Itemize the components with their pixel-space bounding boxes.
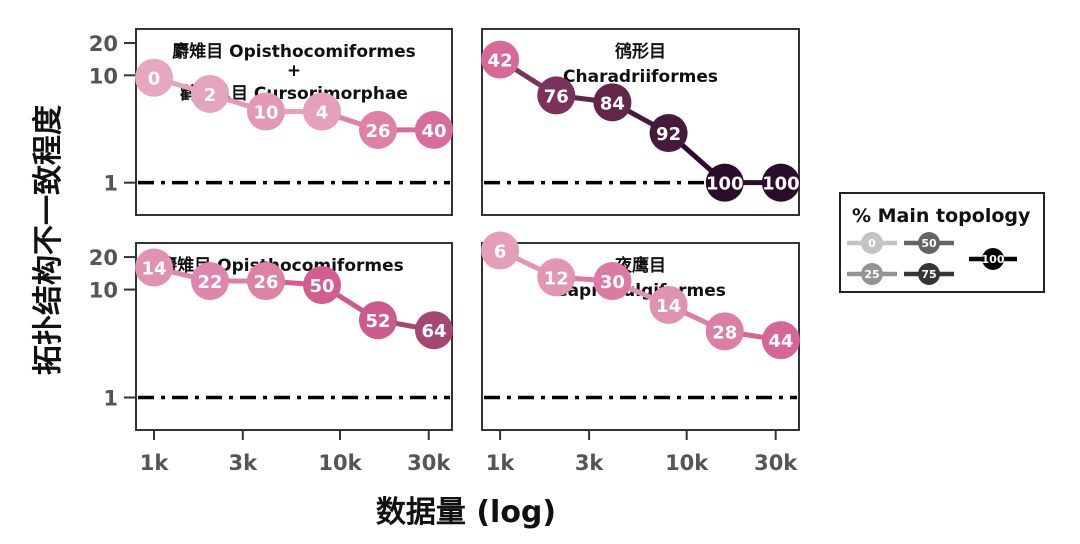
y-tick-label: 10 <box>89 279 118 303</box>
data-point <box>649 285 688 324</box>
data-label: 76 <box>544 86 569 107</box>
data-point <box>414 110 453 149</box>
data-label: 40 <box>421 121 446 142</box>
data-point <box>761 163 800 202</box>
panel-title-line: 鸻形目 <box>615 41 666 62</box>
data-label: 2 <box>204 85 217 106</box>
legend-key-dot <box>918 263 940 285</box>
x-tick-label: 30k <box>754 451 798 475</box>
data-label: 44 <box>768 331 793 352</box>
data-label: 28 <box>712 322 737 343</box>
data-point <box>414 311 453 350</box>
data-point <box>135 58 174 97</box>
data-point <box>593 262 632 301</box>
legend: % Main topology 0 25 50 75 100 <box>839 192 1045 293</box>
data-label: 26 <box>253 272 278 293</box>
data-label: 42 <box>488 51 513 72</box>
data-point <box>593 83 632 122</box>
legend-key-label: 0 <box>868 237 876 250</box>
data-point <box>761 321 800 360</box>
data-point <box>247 92 286 131</box>
x-tick-label: 3k <box>575 451 605 475</box>
panel-title-line: Charadriiformes <box>563 67 718 87</box>
data-point <box>705 163 744 202</box>
data-label: 92 <box>656 124 681 145</box>
data-label: 100 <box>762 174 800 195</box>
data-label: 50 <box>309 276 334 297</box>
legend-key-dot <box>982 248 1004 270</box>
legend-key-label: 50 <box>921 237 937 250</box>
data-label: 6 <box>494 242 507 263</box>
x-tick-label: 10k <box>665 451 709 475</box>
data-label: 4 <box>316 103 329 124</box>
data-label: 10 <box>253 103 278 124</box>
data-point <box>537 76 576 115</box>
data-label: 22 <box>197 272 222 293</box>
panels: 麝雉目 Opisthocomiformes+鹳形总目 Cursorimorpha… <box>135 28 800 431</box>
legend-key-dot <box>861 263 883 285</box>
data-point <box>358 110 397 149</box>
panel-1: 麝雉目 Opisthocomiformes+鹳形总目 Cursorimorpha… <box>135 28 453 216</box>
x-tick-label: 30k <box>407 451 451 475</box>
panel-2: 鸻形目 Charadriiformes 42 76 84 92 100 100 <box>481 28 800 216</box>
panel-title-line: 鹳形总目 Cursorimorphae <box>180 83 408 104</box>
x-axis-ticks: 1k 3k 10k 30k 1k 3k 10k 30k <box>140 431 798 475</box>
legend-key-label: 75 <box>921 268 936 281</box>
data-label: 14 <box>141 259 166 280</box>
data-point <box>358 301 397 340</box>
legend-title: % Main topology <box>852 205 1031 227</box>
data-point <box>191 262 230 301</box>
data-label: 64 <box>421 321 446 342</box>
y-axis-title: 拓扑结构不一致程度 <box>31 105 66 375</box>
data-label: 100 <box>706 174 744 195</box>
data-point <box>247 262 286 301</box>
y-tick-label: 1 <box>103 172 118 196</box>
legend-key-dot <box>918 232 940 254</box>
x-tick-label: 1k <box>140 451 170 475</box>
data-label: 52 <box>365 311 390 332</box>
panel-4: 夜鹰目Caprimulgiformes61230142844 <box>481 231 800 431</box>
data-point <box>481 231 520 270</box>
data-point <box>191 74 230 113</box>
data-label: 14 <box>656 296 681 317</box>
data-label: 30 <box>600 272 625 293</box>
x-tick-label: 10k <box>318 451 362 475</box>
data-point <box>302 266 341 305</box>
x-tick-label: 3k <box>228 451 258 475</box>
data-label: 84 <box>600 93 625 114</box>
data-point <box>649 114 688 153</box>
data-point <box>481 40 520 79</box>
legend-key-label: 25 <box>864 268 879 281</box>
data-label: 26 <box>365 121 390 142</box>
y-tick-label: 10 <box>89 64 118 88</box>
x-axis-title: 数据量 (log) <box>376 495 556 530</box>
legend-key-label: 100 <box>982 253 1005 266</box>
panel-title-line: 麝雉目 Opisthocomiformes <box>172 41 416 62</box>
data-point <box>302 92 341 131</box>
data-label: 0 <box>148 69 161 90</box>
data-point <box>135 248 174 287</box>
legend-key-dot <box>861 232 883 254</box>
y-tick-label: 20 <box>89 246 118 270</box>
data-label: 12 <box>544 268 569 289</box>
y-tick-label: 1 <box>103 387 118 411</box>
y-tick-label: 20 <box>89 32 118 56</box>
y-axis-ticks: 1 10 20 1 10 20 <box>89 32 135 411</box>
data-point <box>537 258 576 297</box>
data-point <box>705 312 744 351</box>
x-tick-label: 1k <box>486 451 516 475</box>
panel-title-line: + <box>287 61 301 81</box>
